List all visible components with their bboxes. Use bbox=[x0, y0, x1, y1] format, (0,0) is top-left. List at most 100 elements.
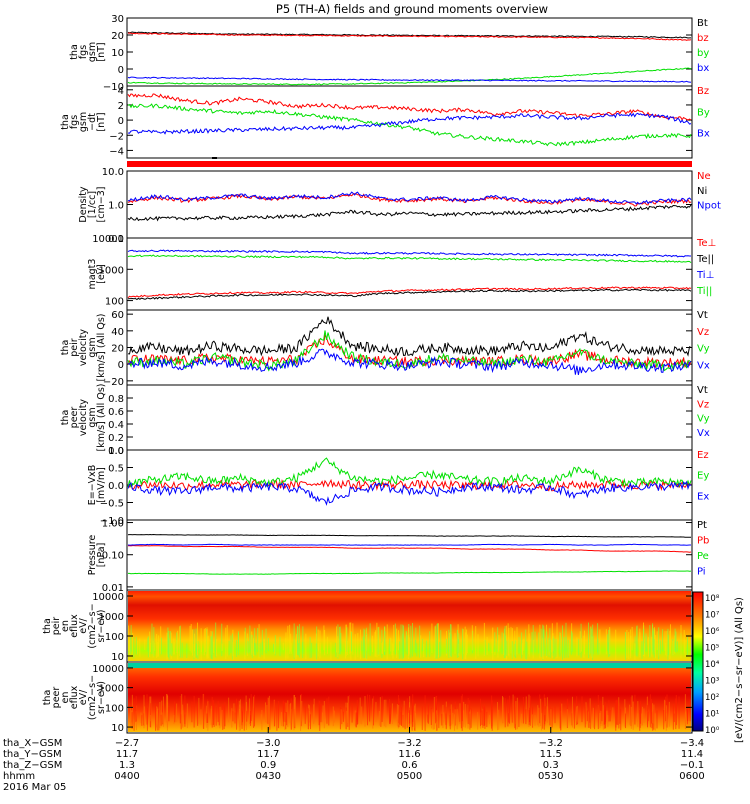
legend-entry: Bt bbox=[697, 18, 708, 29]
y-tick-label: 10000 bbox=[92, 664, 124, 675]
y-axis-label: [nT] bbox=[96, 42, 107, 61]
y-axis-label: tha bbox=[42, 690, 53, 706]
y-tick-label: 100 bbox=[105, 632, 124, 643]
colorbar-tick-label: 10⁸ bbox=[705, 594, 720, 604]
y-axis-label: [mV/m] bbox=[96, 467, 107, 503]
legend-entry: Vx bbox=[697, 360, 710, 371]
legend-entry: Pt bbox=[697, 520, 707, 531]
y-axis-label: sr−eV) bbox=[96, 681, 107, 714]
series-te- bbox=[127, 288, 692, 301]
colorbar-tick-label: 10⁴ bbox=[705, 660, 720, 670]
y-axis-label: [km/s] (All Qs) bbox=[96, 314, 107, 382]
y-axis-label: peir bbox=[69, 338, 80, 357]
legend-entry: Bz bbox=[697, 86, 709, 97]
panel-efield: 1.0 0.5 0.0 −0.5 −1.0E=−VxB[mV/m] Ez Ey Ex bbox=[87, 446, 709, 527]
legend-entry: By bbox=[697, 107, 710, 118]
colorbar-tick-label: 10¹ bbox=[705, 710, 719, 720]
series-vx bbox=[127, 348, 692, 375]
plot-title: P5 (TH-A) fields and ground moments over… bbox=[276, 2, 548, 16]
x-tick-label: −3.0 bbox=[256, 738, 280, 749]
series-ti- bbox=[127, 249, 691, 258]
x-tick-label: −0.1 bbox=[680, 760, 704, 771]
legend-entry: Vz bbox=[697, 399, 709, 410]
y-axis-label: eV/ bbox=[78, 689, 89, 705]
y-tick-label: 0.8 bbox=[108, 394, 124, 405]
y-axis-label: [1/cc] bbox=[87, 191, 98, 218]
panel-frame bbox=[126, 309, 693, 386]
colorbar-tick-label: 10² bbox=[705, 693, 719, 703]
y-axis-label: [nPa] bbox=[96, 543, 107, 568]
panel-frame bbox=[126, 17, 693, 87]
y-axis-label: tha bbox=[60, 114, 71, 130]
legend-entry: Bx bbox=[697, 129, 710, 140]
series-bz bbox=[127, 93, 692, 121]
y-axis-label: gsm bbox=[87, 337, 98, 357]
legend-entry: Vy bbox=[697, 414, 710, 425]
y-tick-label: 60 bbox=[111, 310, 124, 321]
y-tick-label: 0 bbox=[118, 360, 124, 371]
panel-peer_spec: 10000 1000 100 10 thapeerenefluxeV/(cm2−s−sr… bbox=[42, 661, 693, 734]
y-axis-label: eflux bbox=[69, 685, 80, 709]
y-tick-label: 30 bbox=[111, 14, 124, 25]
y-axis-label: peer bbox=[69, 407, 80, 429]
series-by bbox=[127, 67, 692, 86]
status-bar bbox=[127, 161, 692, 167]
colorbar-tick-label: 10⁵ bbox=[705, 644, 719, 654]
y-tick-label: −10 bbox=[103, 82, 124, 93]
panel-pressure: 1.00 0.10 0.01 Pressure[nPa] Pt Pb Pe Pi bbox=[87, 519, 709, 594]
legend-entry: Vt bbox=[697, 310, 708, 321]
x-tick-label: 0530 bbox=[538, 771, 563, 782]
colorbar-label: [eV/(cm2−s−sr−eV)] (All Qs) bbox=[734, 597, 745, 743]
legend-entry: Ne bbox=[697, 171, 711, 182]
x-tick-label: 0.3 bbox=[543, 760, 559, 771]
y-tick-label: 1000 bbox=[99, 612, 124, 623]
y-axis-label: sr−eV) bbox=[96, 610, 107, 643]
colorbar-tick-label: 10³ bbox=[705, 677, 719, 687]
panel-frame bbox=[126, 519, 693, 591]
x-tick-label: −3.2 bbox=[539, 738, 563, 749]
x-tick-label: 11.7 bbox=[257, 749, 279, 760]
legend-entry: Vz bbox=[697, 327, 709, 338]
x-row-label: 2016 Mar 05 bbox=[3, 782, 66, 793]
y-axis-label: en bbox=[60, 692, 71, 704]
series-vz bbox=[127, 333, 692, 369]
series-ti- bbox=[127, 254, 692, 264]
y-axis-label: [km/s] (All Qs) bbox=[96, 384, 107, 452]
y-axis-label: [cm−3] bbox=[96, 187, 107, 223]
x-row-label: tha_Y−GSM bbox=[3, 749, 62, 760]
legend-entry: Pe bbox=[697, 551, 709, 562]
y-axis-label: tha bbox=[69, 44, 80, 60]
y-axis-label: [nT] bbox=[96, 112, 107, 131]
legend-entry: bx bbox=[697, 63, 709, 74]
y-axis-label: gsm bbox=[78, 112, 89, 132]
x-tick-label: 0600 bbox=[679, 771, 704, 782]
panel-peir_spec: 10000 1000 100 10 thapeirenefluxeV/(cm2−s−sr… bbox=[42, 589, 693, 663]
panel-temperature: 10000 1000 100 magt3[eV] Te⊥ Te|| Ti⊥ Ti|| bbox=[87, 234, 716, 311]
x-tick-label: 0430 bbox=[256, 771, 281, 782]
legend-entry: Ni bbox=[697, 186, 707, 197]
y-tick-label: 10.0 bbox=[102, 167, 124, 178]
y-tick-label: 1000 bbox=[99, 265, 124, 276]
series-pb bbox=[127, 545, 692, 553]
y-tick-label: 10000 bbox=[92, 592, 124, 603]
y-tick-label: 0.5 bbox=[108, 464, 124, 475]
series-ey bbox=[127, 457, 692, 489]
y-axis-label: magt3 bbox=[87, 259, 98, 290]
y-tick-label: −1.0 bbox=[100, 516, 124, 527]
y-tick-label: −0.5 bbox=[100, 499, 124, 510]
series-bz bbox=[127, 32, 692, 41]
series-pe bbox=[128, 570, 692, 575]
y-tick-label: 0.01 bbox=[102, 583, 124, 594]
y-axis-label: gsm bbox=[87, 42, 98, 62]
y-axis-label: tha bbox=[60, 410, 71, 426]
y-axis-label: velocity bbox=[78, 329, 89, 367]
y-tick-label: 0.0 bbox=[108, 446, 124, 457]
series-ex bbox=[127, 480, 692, 506]
y-axis-label: Density bbox=[78, 186, 89, 222]
y-tick-label: 0.4 bbox=[108, 420, 124, 431]
y-tick-label: 1000 bbox=[99, 684, 124, 695]
panel-density: 10.0 1.0 0.1 Density[1/cc][cm−3] Ne Ni Npot bbox=[78, 167, 721, 245]
y-axis-label: eV/ bbox=[78, 617, 89, 633]
